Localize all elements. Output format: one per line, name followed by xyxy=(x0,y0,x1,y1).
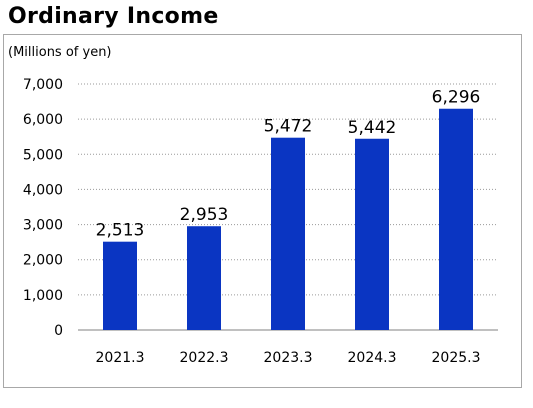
bar xyxy=(439,108,473,330)
y-tick-label: 2,000 xyxy=(23,253,63,269)
bar-value-label: 2,953 xyxy=(180,205,229,225)
x-tick-label: 2024.3 xyxy=(348,350,397,366)
x-axis-ticks: 2021.3 2022.3 2023.3 2024.3 2025.3 xyxy=(96,350,481,366)
x-tick-label: 2025.3 xyxy=(432,350,481,366)
bar xyxy=(355,138,389,330)
x-tick-label: 2022.3 xyxy=(180,350,229,366)
y-tick-label: 7,000 xyxy=(23,77,63,93)
y-tick-label: 0 xyxy=(54,323,63,339)
bar-value-label: 5,472 xyxy=(264,117,313,137)
y-tick-label: 3,000 xyxy=(23,218,63,234)
x-tick-label: 2021.3 xyxy=(96,350,145,366)
y-axis-ticks: 0 1,000 2,000 3,000 4,000 5,000 6,000 7,000 xyxy=(23,77,63,339)
bar xyxy=(271,137,305,330)
bar-value-label: 2,513 xyxy=(96,221,145,241)
y-tick-label: 1,000 xyxy=(23,288,63,304)
y-tick-label: 6,000 xyxy=(23,112,63,128)
y-tick-label: 5,000 xyxy=(23,147,63,163)
bar xyxy=(103,241,137,330)
chart-frame xyxy=(3,34,522,388)
chart-title: Ordinary Income xyxy=(8,4,219,29)
bar-value-label: 5,442 xyxy=(348,118,397,138)
x-tick-label: 2023.3 xyxy=(264,350,313,366)
bars xyxy=(103,108,473,330)
bar-value-label: 6,296 xyxy=(432,88,481,108)
bar-value-labels: 2,513 2,953 5,472 5,442 6,296 xyxy=(96,88,481,241)
y-tick-label: 4,000 xyxy=(23,182,63,198)
y-axis-unit-label: (Millions of yen) xyxy=(8,45,112,60)
bar xyxy=(187,226,221,330)
